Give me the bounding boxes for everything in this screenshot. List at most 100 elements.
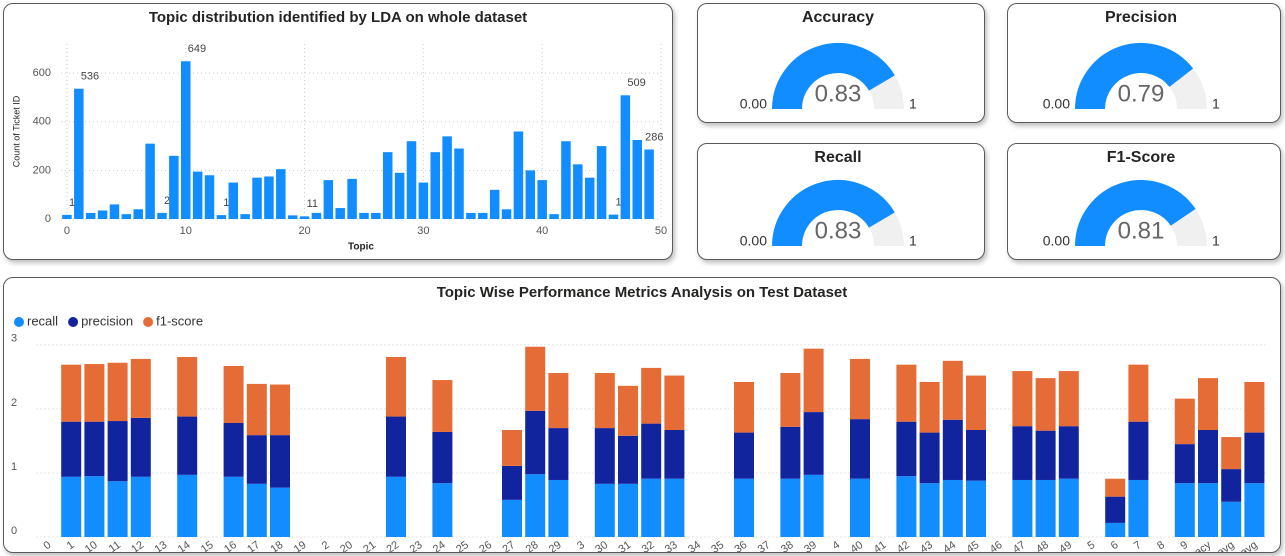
bar-segment [1174, 398, 1195, 445]
bar [359, 212, 369, 219]
data-label: 509 [627, 77, 645, 89]
x-tick-label: 30 [593, 539, 610, 552]
bar [371, 212, 381, 219]
bar-segment [664, 375, 685, 431]
bar-segment [1105, 478, 1126, 497]
x-tick-label: 14 [176, 539, 193, 552]
bar-segment [386, 416, 406, 477]
panel: Recall 0.83 0.00 1 [697, 143, 985, 260]
data-label: 649 [188, 43, 206, 55]
bar [121, 214, 132, 219]
x-tick-label: 0 [64, 225, 70, 237]
x-tick-label: 45 [964, 539, 981, 552]
bar [382, 152, 393, 219]
gauge-title: F1-Score [1107, 149, 1176, 166]
x-tick-label: 11 [107, 539, 123, 552]
bar [644, 149, 654, 219]
bar-segment [1221, 469, 1242, 502]
bar [74, 88, 84, 219]
bar-segment [641, 367, 662, 424]
x-tick-label: 48 [1034, 539, 1051, 552]
x-tick-label: 10 [180, 225, 192, 237]
bar-segment [1035, 479, 1056, 537]
bar-segment [61, 476, 82, 537]
bar [454, 148, 464, 219]
panel: Precision 0.79 0.00 1 [1007, 3, 1281, 123]
bar-segment [130, 358, 151, 418]
x-tick-label: 24 [431, 539, 448, 552]
bar-segment [548, 428, 569, 480]
x-tick-label: 33 [663, 539, 680, 552]
legend-label: recall [27, 313, 58, 328]
bar-segment [1198, 378, 1218, 431]
bar [478, 212, 488, 219]
x-tick-label: 31 [616, 539, 633, 552]
bar-segment [107, 481, 128, 537]
bar-segment [1058, 426, 1079, 479]
gauge-max-label: 1 [1212, 233, 1220, 249]
y-axis-label: Count of Ticket ID [11, 95, 21, 167]
gauge-value-label: 0.83 [815, 80, 862, 107]
bar-segment [84, 476, 105, 537]
bar-segment [177, 416, 198, 475]
bar [192, 171, 203, 219]
x-tick-label: 32 [640, 539, 657, 552]
y-tick-label: 600 [33, 67, 51, 79]
gauge-value [772, 43, 895, 110]
x-tick-label: 15 [199, 539, 216, 552]
bar [85, 212, 96, 219]
bar-segment [1012, 479, 1033, 537]
bar [442, 136, 452, 219]
bar-segment [1105, 496, 1126, 523]
x-tick-label: 17 [245, 539, 262, 552]
x-tick-label: 3 [575, 539, 587, 552]
bar-segment [107, 421, 128, 482]
panel: F1-Score 0.81 0.00 1 [1007, 143, 1281, 260]
bar [561, 141, 571, 219]
bar [394, 172, 405, 219]
bar-segment [1198, 483, 1218, 537]
bar-segment [1174, 444, 1195, 484]
bar-segment [270, 435, 290, 488]
bar [537, 180, 547, 219]
x-tick-label: 50 [655, 225, 667, 237]
bar-segment [1058, 478, 1079, 537]
bar-segment [618, 435, 638, 484]
gauge-value [1075, 180, 1196, 247]
bar-segment [502, 499, 522, 537]
x-tick-label: 7 [1132, 539, 1144, 552]
bar-segment [548, 479, 569, 537]
bar [430, 152, 441, 219]
bar-segment [966, 375, 986, 431]
gauge-max-label: 1 [1212, 96, 1220, 112]
x-tick-label: 29 [547, 539, 564, 552]
bar-segment [1128, 479, 1149, 537]
bar-segment [386, 476, 406, 537]
legend-marker [143, 317, 154, 327]
bar [584, 177, 595, 219]
x-tick-label: 8 [1155, 539, 1167, 552]
y-tick-label: 1 [11, 461, 17, 473]
bar-segment [270, 487, 290, 537]
x-tick-label: 34 [686, 539, 703, 552]
gauge-min-label: 0.00 [740, 233, 767, 249]
bar-segment [61, 421, 82, 477]
bar-segment [1035, 378, 1056, 431]
bar-segment [246, 435, 267, 484]
bar-segment [1198, 430, 1218, 484]
x-tick-label: 9 [1178, 539, 1190, 552]
y-tick-label: 0 [11, 525, 17, 537]
bar-segment [1058, 371, 1079, 427]
x-tick-label: 13 [152, 539, 169, 552]
bar-segment [734, 478, 754, 537]
bar-segment [246, 483, 267, 537]
x-tick-label: 23 [408, 539, 425, 552]
bar [145, 143, 155, 219]
bar-segment [1221, 437, 1242, 470]
bar [549, 214, 559, 219]
legend-marker [68, 317, 79, 327]
gauge: Precision 0.79 0.00 1 [1043, 9, 1220, 112]
bar-segment [1244, 483, 1265, 537]
bar [276, 169, 286, 219]
gauge-value-label: 0.83 [815, 217, 862, 244]
